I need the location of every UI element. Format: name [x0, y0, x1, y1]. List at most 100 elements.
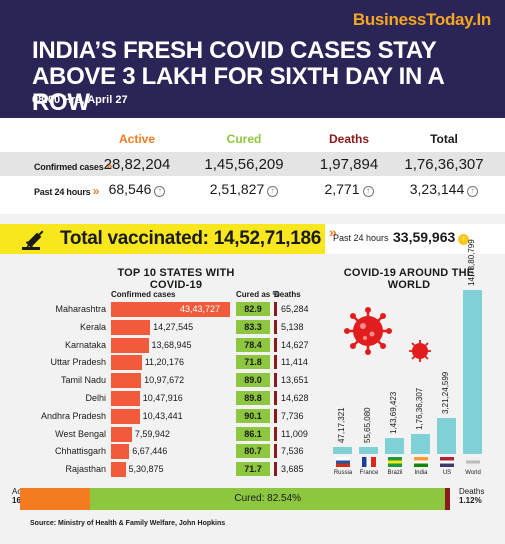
confirmed-deaths: 1,97,894 — [319, 156, 379, 173]
world-bar — [333, 447, 352, 454]
state-bar-value: 7,59,942 — [134, 428, 170, 439]
state-label: Tamil Nadu — [60, 375, 106, 386]
state-bar-value: 43,43,727 — [180, 304, 221, 314]
share-segment-active-cases — [20, 488, 91, 510]
cured-percent: 82.9 — [236, 302, 270, 316]
state-label: Maharashtra — [55, 304, 106, 314]
state-label: Andhra Pradesh — [40, 410, 106, 421]
state-bar-value: 10,97,672 — [144, 375, 185, 386]
states-col-confirmed: Confirmed cases — [111, 290, 176, 299]
state-bar-value: 13,68,945 — [151, 339, 192, 350]
world-bar-value: 1,43,69,423 — [389, 391, 398, 435]
headline: INDIA’S FRESH COVID CASES STAY ABOVE 3 L… — [32, 37, 444, 116]
stats-table: Active Cured Deaths Total Confirmed case… — [0, 118, 505, 214]
country-label: India — [414, 470, 428, 476]
india-flag-icon — [414, 457, 428, 467]
cured-percent: 90.1 — [236, 408, 270, 423]
source-note: Source: Ministry of Health & Family Welf… — [30, 520, 226, 527]
up-arrow-icon: ↑ — [467, 186, 479, 197]
virus-illustration-small — [409, 340, 431, 362]
state-bar — [111, 444, 130, 460]
country-label: World — [465, 470, 481, 476]
syringe-icon — [22, 230, 44, 250]
confirmed-cured: 1,45,56,209 — [204, 156, 284, 173]
deaths-value: 13,651 — [281, 375, 309, 386]
timestamp: 08:00 Hrs, April 27 — [32, 94, 128, 106]
state-bar-value: 10,47,916 — [142, 393, 183, 403]
cured-percent: 86.1 — [236, 426, 270, 441]
vaccinated-24h-box: » Past 24 hours 33,59,963 ↑ — [325, 224, 505, 254]
death-marker — [274, 302, 277, 316]
cured-percent: 83.3 — [236, 319, 270, 334]
world-flag-icon — [466, 457, 480, 467]
cured-share-label: Cured: 82.54% — [234, 493, 302, 504]
cured-percent: 80.7 — [236, 444, 270, 459]
vaccinated-24h-label: Past 24 hours — [333, 233, 389, 243]
world-bar-value: 55,65,080 — [363, 407, 372, 443]
state-label: Chhattisgarh — [54, 446, 106, 457]
vaccinated-24h-value: 33,59,963 ↑ — [393, 229, 470, 245]
states-chart-title: TOP 10 STATES WITH COVID-19 — [117, 267, 235, 291]
row-confirmed — [0, 152, 505, 176]
state-bar — [111, 408, 140, 424]
cured-percent: 89.0 — [236, 373, 270, 388]
deaths-value: 14,628 — [281, 393, 309, 403]
death-marker — [274, 337, 277, 352]
world-bar-value: 14,78,80,799 — [467, 239, 476, 286]
arrow-icon: » — [329, 224, 337, 240]
vaccinated-total: Total vaccinated: 14,52,71,186 — [60, 228, 322, 249]
col-header-active: Active — [118, 132, 156, 146]
deaths-value: 3,685 — [281, 464, 304, 475]
past24-deaths: 2,771 ↑ — [294, 181, 404, 197]
world-bar — [411, 434, 430, 454]
country-label: Russia — [333, 470, 353, 476]
world-bar — [463, 290, 482, 454]
virus-illustration-large — [344, 307, 392, 355]
row-label-24h: Past 24 hours » — [34, 184, 100, 198]
cured-percent: 78.4 — [236, 337, 270, 352]
past24-cured: 2,51,827 ↑ — [189, 181, 299, 197]
death-marker — [274, 319, 277, 334]
state-label: Uttar Pradesh — [50, 357, 106, 368]
state-label: Delhi — [85, 393, 106, 403]
world-bar — [437, 418, 456, 454]
world-bar — [359, 447, 378, 454]
vaccination-bar: Total vaccinated: 14,52,71,186 » Past 24… — [0, 224, 505, 254]
world-bar-value: 1,76,36,307 — [415, 388, 424, 431]
state-bar — [111, 302, 230, 317]
world-bar-value: 3,21,24,599 — [441, 372, 450, 415]
state-bar — [111, 373, 142, 389]
state-label: Rajasthan — [65, 464, 106, 475]
deaths-value: 11,414 — [281, 357, 308, 368]
share-segment-deaths — [445, 488, 451, 510]
state-bar — [111, 462, 126, 478]
state-bar-value: 6,67,446 — [132, 446, 168, 457]
share-strip: Cured: 82.54% — [20, 488, 451, 510]
col-header-deaths: Deaths — [328, 132, 369, 146]
us-flag-icon — [440, 457, 454, 467]
state-bar — [111, 355, 142, 371]
states-col-cured: Cured as % — [236, 290, 280, 299]
state-bar-value: 11,20,176 — [144, 357, 185, 368]
death-marker — [274, 426, 277, 441]
death-marker — [274, 462, 277, 477]
deaths-value: 7,736 — [281, 410, 304, 421]
country-label: France — [359, 470, 379, 476]
state-label: Kerala — [79, 321, 106, 332]
state-bar-value: 5,30,875 — [128, 464, 164, 475]
deaths-share-label: Deaths 1.12% — [459, 487, 485, 505]
header-banner: BusinessToday.In INDIA’S FRESH COVID CAS… — [0, 0, 505, 118]
state-bar-value: 10,43,441 — [142, 410, 183, 421]
confirmed-active: 28,82,204 — [103, 156, 171, 173]
state-bar — [111, 426, 132, 442]
state-bar — [111, 319, 151, 335]
cured-percent: 89.8 — [236, 391, 270, 405]
up-arrow-icon: ↑ — [362, 186, 374, 197]
state-bar — [111, 337, 149, 353]
state-bar-value: 14,27,545 — [153, 321, 194, 332]
state-label: Karnataka — [64, 339, 106, 350]
col-header-cured: Cured — [226, 132, 262, 146]
country-label: Brazil — [387, 470, 403, 476]
col-header-total: Total — [430, 132, 458, 146]
deaths-value: 11,009 — [281, 428, 308, 439]
